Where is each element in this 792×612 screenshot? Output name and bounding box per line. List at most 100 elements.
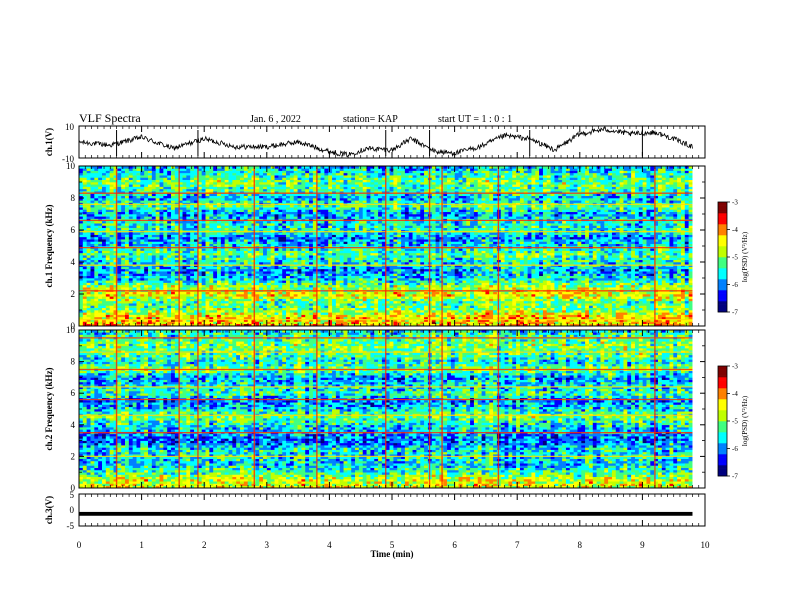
spectrogram-cell <box>102 253 106 256</box>
spectrogram-cell <box>171 276 175 279</box>
spectrogram-cell <box>275 237 279 240</box>
spectrogram-cell <box>229 228 233 231</box>
spectrogram-cell <box>121 310 125 313</box>
spectrogram-cell <box>129 184 133 187</box>
spectrogram-cell <box>255 225 259 228</box>
spectrogram-cell <box>183 301 187 304</box>
spectrogram-cell <box>255 294 259 297</box>
spectrogram-cell <box>221 296 225 299</box>
spectrogram-cell <box>336 271 340 274</box>
spectrogram-cell <box>324 308 328 311</box>
spectrogram-cell <box>167 321 171 324</box>
spectrogram-cell <box>209 305 213 308</box>
spectrogram-cell <box>202 196 206 199</box>
spectrogram-cell <box>332 251 336 254</box>
spectrogram-cell <box>202 187 206 190</box>
spectrogram-cell <box>152 285 156 288</box>
spectrogram-cell <box>328 251 332 254</box>
spectrogram-cell <box>305 315 309 318</box>
spectrogram-cell <box>152 296 156 299</box>
spectrogram-cell <box>267 251 271 254</box>
spectrogram-cell <box>278 225 282 228</box>
spectrogram-cell <box>91 189 95 192</box>
spectrogram-cell <box>221 276 225 279</box>
spectrogram-cell <box>183 177 187 180</box>
spectrogram-cell <box>275 315 279 318</box>
spectrogram-cell <box>148 321 152 324</box>
spectrogram-cell <box>248 241 252 244</box>
spectrogram-cell <box>275 269 279 272</box>
spectrogram-cell <box>290 175 294 178</box>
spectrogram-cell <box>255 262 259 265</box>
spectrogram-cell <box>167 296 171 299</box>
spectrogram-cell <box>282 187 286 190</box>
spectrogram-cell <box>282 280 286 283</box>
spectrogram-cell <box>156 303 160 306</box>
spectrogram-cell <box>267 241 271 244</box>
spectrogram-cell <box>209 205 213 208</box>
spectrogram-cell <box>301 182 305 185</box>
spectrogram-cell <box>156 287 160 290</box>
spectrogram-cell <box>248 221 252 224</box>
spectrogram-cell <box>255 267 259 270</box>
spectrogram-cell <box>125 168 129 171</box>
spectrogram-cell <box>248 262 252 265</box>
spectrogram-cell <box>209 241 213 244</box>
spectrogram-cell <box>171 294 175 297</box>
spectrogram-cell <box>163 251 167 254</box>
spectrogram-cell <box>79 312 83 315</box>
spectrogram-cell <box>209 239 213 242</box>
spectrogram-cell <box>259 310 263 313</box>
spectrogram-cell <box>336 237 340 240</box>
spectrogram-cell <box>275 168 279 171</box>
spectrogram-cell <box>110 301 114 304</box>
spectrogram-cell <box>121 177 125 180</box>
spectrogram-cell <box>213 267 217 270</box>
spectrogram-cell <box>213 237 217 240</box>
spectrogram-cell <box>183 287 187 290</box>
spectrogram-cell <box>98 205 102 208</box>
spectrogram-cell <box>328 223 332 226</box>
spectrogram-cell <box>125 175 129 178</box>
spectrogram-cell <box>305 171 309 174</box>
spectrogram-cell <box>167 251 171 254</box>
spectrogram-cell <box>140 241 144 244</box>
spectrogram-cell <box>294 273 298 276</box>
spectrogram-cell <box>244 235 248 238</box>
spectrogram-cell <box>232 294 236 297</box>
spectrogram-cell <box>171 278 175 281</box>
spectrogram-cell <box>79 189 83 192</box>
spectrogram-cell <box>121 248 125 251</box>
spectrogram-cell <box>286 255 290 258</box>
spectrogram-cell <box>286 200 290 203</box>
spectrogram-cell <box>259 296 263 299</box>
spectrogram-cell <box>255 216 259 219</box>
spectrogram-cell <box>278 296 282 299</box>
spectrogram-cell <box>94 276 98 279</box>
spectrogram-cell <box>282 305 286 308</box>
spectrogram-cell <box>298 244 302 247</box>
spectrogram-cell <box>309 260 313 263</box>
spectrogram-cell <box>144 207 148 210</box>
spectrogram-cell <box>190 301 194 304</box>
spectrogram-cell <box>324 241 328 244</box>
spectrogram-cell <box>232 214 236 217</box>
spectrogram-cell <box>278 312 282 315</box>
spectrogram-cell <box>137 207 141 210</box>
spectrogram-cell <box>286 189 290 192</box>
spectrogram-cell <box>137 209 141 212</box>
spectrogram-cell <box>298 214 302 217</box>
spectrogram-cell <box>140 267 144 270</box>
spectrogram-cell <box>332 200 336 203</box>
spectrogram-cell <box>152 214 156 217</box>
spectrogram-cell <box>125 189 129 192</box>
spectrogram-cell <box>309 207 313 210</box>
spectrogram-cell <box>225 285 229 288</box>
spectrogram-cell <box>229 273 233 276</box>
spectrogram-cell <box>267 299 271 302</box>
spectrogram-cell <box>248 173 252 176</box>
spectrogram-cell <box>129 180 133 183</box>
spectrogram-cell <box>171 315 175 318</box>
spectrogram-cell <box>240 257 244 260</box>
spectrogram-cell <box>240 299 244 302</box>
